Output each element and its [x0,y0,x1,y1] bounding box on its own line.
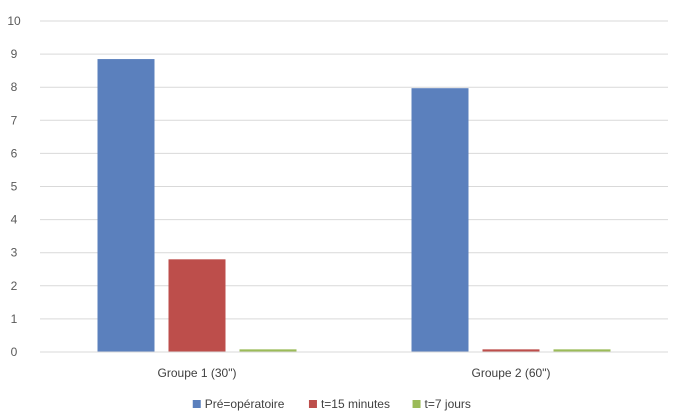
y-axis-ticks: 0 1 2 3 4 5 6 7 8 9 10 [7,14,21,359]
x-category-label: Groupe 2 (60") [472,366,551,380]
legend-swatch [192,400,201,408]
x-category-label: Groupe 1 (30") [158,366,237,380]
bar-1-2 [411,88,469,353]
legend-label: t=15 minutes [321,397,390,411]
bars [97,59,611,353]
y-tick-label: 3 [11,246,18,260]
y-tick-label: 5 [11,180,18,194]
legend-label: Pré=opératoire [205,397,285,411]
legend: Pré=opératoire t=15 minutes t=7 jours [192,397,471,411]
bar-3-1 [239,349,297,352]
y-tick-label: 2 [11,279,18,293]
bar-3-2 [553,349,611,352]
legend-swatch [308,400,317,408]
bar-2-2 [482,349,540,352]
y-tick-label: 8 [11,80,18,94]
y-tick-label: 0 [11,345,18,359]
y-tick-label: 10 [7,14,21,28]
y-tick-label: 6 [11,146,18,160]
y-tick-label: 1 [11,312,18,326]
category-labels: Groupe 1 (30") Groupe 2 (60") [158,366,551,380]
bar-2-1 [168,259,226,352]
legend-label: t=7 jours [425,397,471,411]
bar-1-1 [97,59,155,352]
y-tick-label: 9 [11,47,18,61]
y-tick-label: 4 [11,213,18,227]
legend-swatch [412,400,421,408]
y-tick-label: 7 [11,113,18,127]
